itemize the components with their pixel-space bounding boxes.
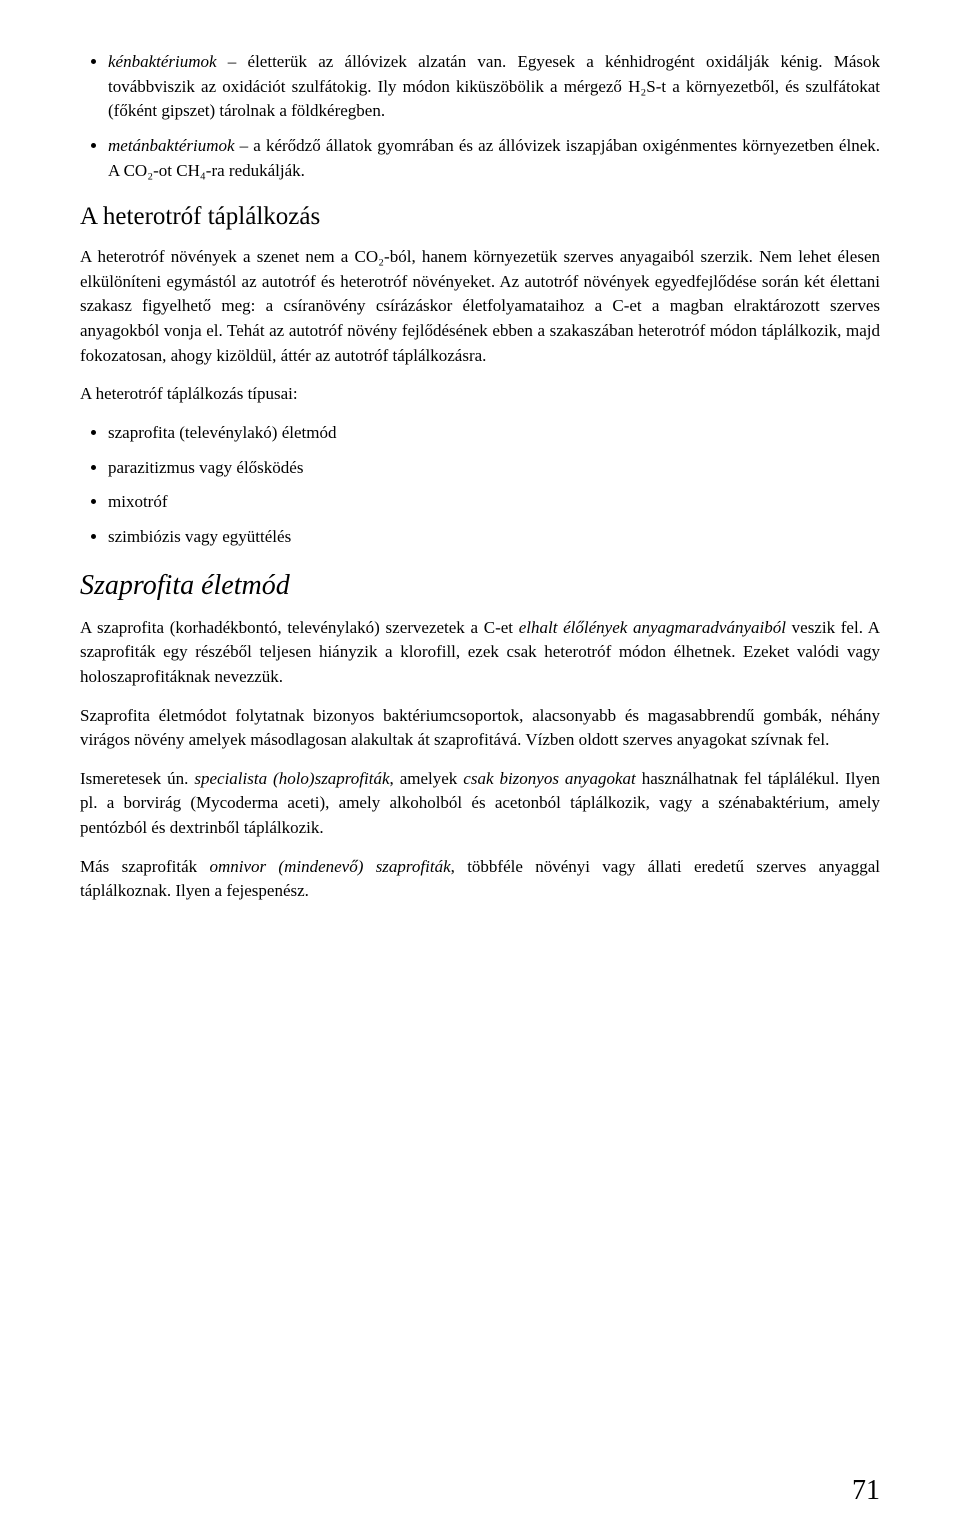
paragraph: A heterotróf növények a szenet nem a CO₂…: [80, 245, 880, 368]
paragraph: Ismeretesek ún. specialista (holo)szapro…: [80, 767, 880, 841]
text-run: Ismeretesek ún.: [80, 769, 194, 788]
text-run: Más szaprofiták: [80, 857, 209, 876]
types-bullet-list: szaprofita (televénylakó) életmód parazi…: [80, 421, 880, 550]
bullet-term: kénbaktériumok: [108, 52, 217, 71]
list-item: szimbiózis vagy együttélés: [108, 525, 880, 550]
section-heading-szaprofita: Szaprofita életmód: [80, 570, 880, 602]
paragraph: A szaprofita (korhadékbontó, televénylak…: [80, 616, 880, 690]
bullet-term: metánbaktériumok: [108, 136, 235, 155]
section-heading-heterotrof: A heterotróf táplálkozás: [80, 203, 880, 231]
list-item: szaprofita (televénylakó) életmód: [108, 421, 880, 446]
text-run: A szaprofita (korhadékbontó, televénylak…: [80, 618, 519, 637]
italic-run: omnivor (mindenevő) szaprofiták: [209, 857, 450, 876]
bullet-text: – életterük az állóvizek alzatán van. Eg…: [108, 52, 880, 120]
bullet-item: metánbaktériumok – a kérődző állatok gyo…: [108, 134, 880, 183]
italic-run: elhalt élőlények anyagmaradványaiból: [519, 618, 786, 637]
paragraph: Szaprofita életmódot folytatnak bizonyos…: [80, 704, 880, 753]
bullet-item: kénbaktériumok – életterük az állóvizek …: [108, 50, 880, 124]
italic-run: csak bizonyos anyagokat: [463, 769, 635, 788]
italic-run: specialista (holo)szaprofiták: [194, 769, 389, 788]
list-item: mixotróf: [108, 490, 880, 515]
intro-bullet-list: kénbaktériumok – életterük az állóvizek …: [80, 50, 880, 183]
page-number: 71: [852, 1475, 880, 1507]
text-run: , amelyek: [390, 769, 464, 788]
list-item: parazitizmus vagy élősködés: [108, 456, 880, 481]
paragraph: Más szaprofiták omnivor (mindenevő) szap…: [80, 855, 880, 904]
document-page: kénbaktériumok – életterük az állóvizek …: [0, 0, 960, 1537]
types-label: A heterotróf táplálkozás típusai:: [80, 382, 880, 407]
